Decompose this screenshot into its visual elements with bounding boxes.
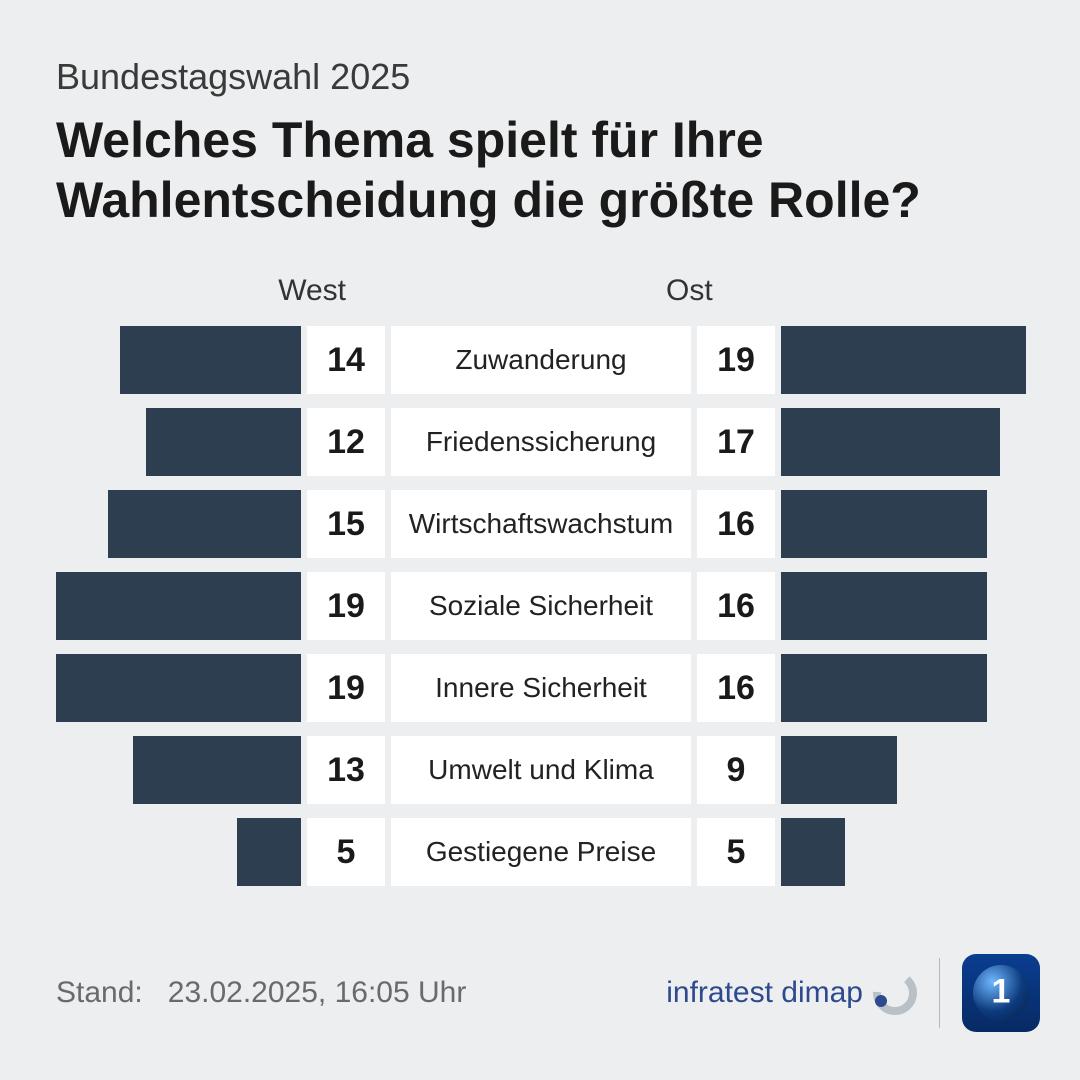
bar-cell-west xyxy=(56,572,301,640)
bar-west xyxy=(133,736,301,804)
rows-container: 14Zuwanderung1912Friedenssicherung1715Wi… xyxy=(56,326,1024,886)
value-east: 19 xyxy=(697,326,775,394)
column-headers: West Ost xyxy=(56,274,1024,308)
bar-east xyxy=(781,408,1000,476)
bar-west xyxy=(56,572,301,640)
bar-cell-west xyxy=(56,654,301,722)
value-east: 5 xyxy=(697,818,775,886)
bar-cell-east xyxy=(781,654,1026,722)
source-logo: infratest dimap xyxy=(666,971,917,1015)
broadcaster-logo: 1 xyxy=(962,954,1040,1032)
row-label: Wirtschaftswachstum xyxy=(391,490,691,558)
col-header-east: Ost xyxy=(656,274,956,308)
row-label: Zuwanderung xyxy=(391,326,691,394)
value-east: 17 xyxy=(697,408,775,476)
value-west: 19 xyxy=(307,572,385,640)
broadcaster-glyph: 1 xyxy=(992,973,1011,1012)
bar-east xyxy=(781,572,987,640)
value-west: 13 xyxy=(307,736,385,804)
value-west: 5 xyxy=(307,818,385,886)
bar-cell-west xyxy=(56,490,301,558)
chart-row: 19Soziale Sicherheit16 xyxy=(56,572,1024,640)
bar-east xyxy=(781,736,897,804)
infratest-icon xyxy=(873,971,917,1015)
value-east: 9 xyxy=(697,736,775,804)
bar-cell-east xyxy=(781,572,1026,640)
value-west: 19 xyxy=(307,654,385,722)
chart-row: 19Innere Sicherheit16 xyxy=(56,654,1024,722)
title: Welches Thema spielt für Ihre Wahlentsch… xyxy=(56,110,1024,230)
bar-cell-west xyxy=(56,736,301,804)
col-header-west: West xyxy=(56,274,356,308)
subtitle: Bundestagswahl 2025 xyxy=(56,56,1024,98)
bar-west xyxy=(56,654,301,722)
row-label: Innere Sicherheit xyxy=(391,654,691,722)
chart: West Ost 14Zuwanderung1912Friedenssicher… xyxy=(56,274,1024,886)
logos: infratest dimap 1 xyxy=(666,954,1040,1032)
bar-cell-east xyxy=(781,408,1026,476)
value-west: 15 xyxy=(307,490,385,558)
value-east: 16 xyxy=(697,572,775,640)
source-name: infratest dimap xyxy=(666,976,863,1010)
chart-row: 5Gestiegene Preise5 xyxy=(56,818,1024,886)
row-label: Gestiegene Preise xyxy=(391,818,691,886)
bar-east xyxy=(781,326,1026,394)
chart-row: 14Zuwanderung19 xyxy=(56,326,1024,394)
value-east: 16 xyxy=(697,654,775,722)
bar-cell-east xyxy=(781,736,1026,804)
bar-cell-east xyxy=(781,490,1026,558)
stand-value: 23.02.2025, 16:05 Uhr xyxy=(168,976,467,1009)
value-east: 16 xyxy=(697,490,775,558)
row-label: Friedenssicherung xyxy=(391,408,691,476)
chart-card: Bundestagswahl 2025 Welches Thema spielt… xyxy=(0,0,1080,1080)
logo-separator xyxy=(939,958,940,1028)
bar-cell-east xyxy=(781,326,1026,394)
value-west: 12 xyxy=(307,408,385,476)
bar-east xyxy=(781,654,987,722)
bar-cell-west xyxy=(56,326,301,394)
bar-east xyxy=(781,818,845,886)
value-west: 14 xyxy=(307,326,385,394)
chart-row: 12Friedenssicherung17 xyxy=(56,408,1024,476)
row-label: Soziale Sicherheit xyxy=(391,572,691,640)
footer: Stand: 23.02.2025, 16:05 Uhr infratest d… xyxy=(56,954,1040,1032)
bar-cell-east xyxy=(781,818,1026,886)
bar-east xyxy=(781,490,987,558)
chart-row: 15Wirtschaftswachstum16 xyxy=(56,490,1024,558)
bar-west xyxy=(237,818,301,886)
row-label: Umwelt und Klima xyxy=(391,736,691,804)
stand-label: Stand: xyxy=(56,976,143,1009)
bar-west xyxy=(146,408,301,476)
timestamp: Stand: 23.02.2025, 16:05 Uhr xyxy=(56,976,466,1010)
bar-west xyxy=(108,490,301,558)
bar-cell-west xyxy=(56,818,301,886)
bar-west xyxy=(120,326,301,394)
bar-cell-west xyxy=(56,408,301,476)
chart-row: 13Umwelt und Klima9 xyxy=(56,736,1024,804)
